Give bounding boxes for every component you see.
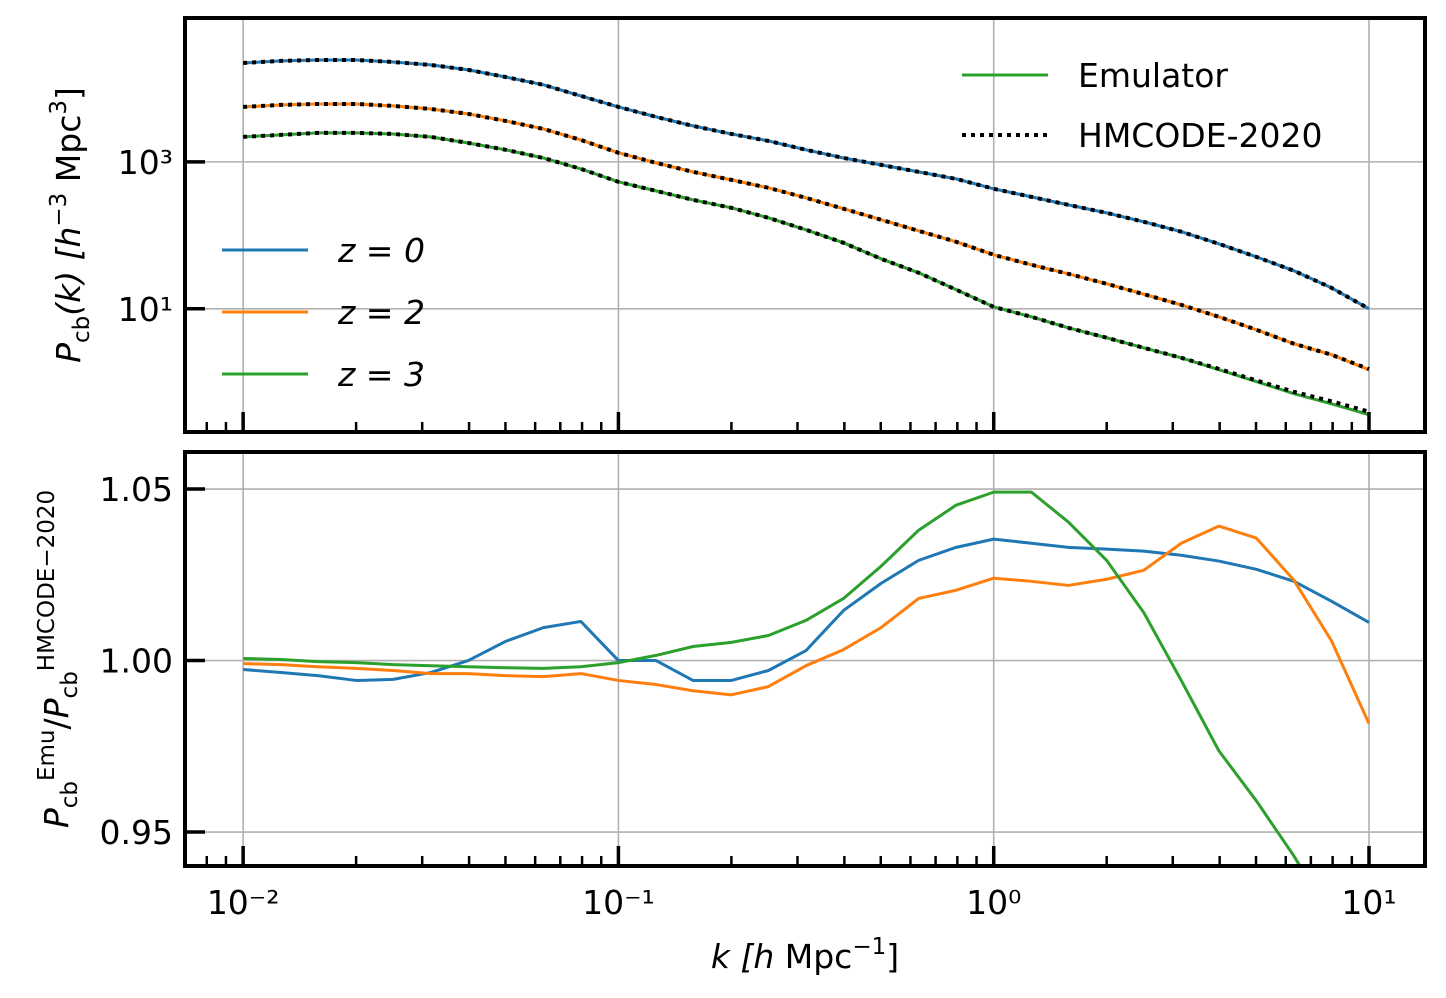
x-tick-label: 10¹ [1341,883,1396,922]
axes-frame [183,450,1427,868]
label-part: Mpc [774,937,852,976]
label-part: cb [69,316,95,343]
label-part: ] [49,87,88,100]
y-tick-label: 0.95 [100,813,173,852]
label-part: P [37,808,76,828]
x-tick-label: 10⁻¹ [582,883,655,922]
x-tick-label: 10⁰ [966,883,1021,922]
series-line [243,490,1302,866]
label-part: cb [57,671,83,698]
label-part: P [49,343,88,363]
legend-label: Emulator [1078,56,1228,95]
y-axis-label: PcbEmu/PcbHMCODE−2020 [34,490,83,828]
series-line [243,537,1370,682]
axes-frame [183,16,1427,434]
label-part: k [h [711,937,774,976]
series-line [243,58,1370,311]
legend-label: z = 3 [337,355,425,394]
x-tick-label: 10⁻² [207,883,280,922]
y-tick-label: 10³ [118,143,173,182]
label-part: 3 [46,100,72,115]
series-line [243,101,1370,371]
label-part: (k) [h [49,227,88,316]
label-part: P [37,698,76,718]
label-part: −1 [852,934,886,960]
label-part: ] [886,937,899,976]
series-line [243,57,1370,311]
x-axis-label: k [h Mpc−1] [711,934,899,976]
y-tick-label: 1.00 [100,642,173,681]
y-tick-label: 1.05 [100,470,173,509]
legend-label: z = 2 [337,293,425,332]
label-part: Mpc [49,115,88,193]
series-line [243,130,1370,414]
label-part: HMCODE−2020 [34,490,60,671]
label-part: / [37,717,76,729]
label-part: −3 [46,193,72,227]
series-line [243,524,1371,725]
label-part: cb [57,781,83,808]
legend-label: z = 0 [337,231,425,270]
y-axis-label: Pcb(k) [h−3 Mpc3] [46,87,95,363]
y-tick-label: 10¹ [118,290,173,329]
label-part: Emu [34,729,60,781]
legend-label: HMCODE-2020 [1078,116,1322,155]
